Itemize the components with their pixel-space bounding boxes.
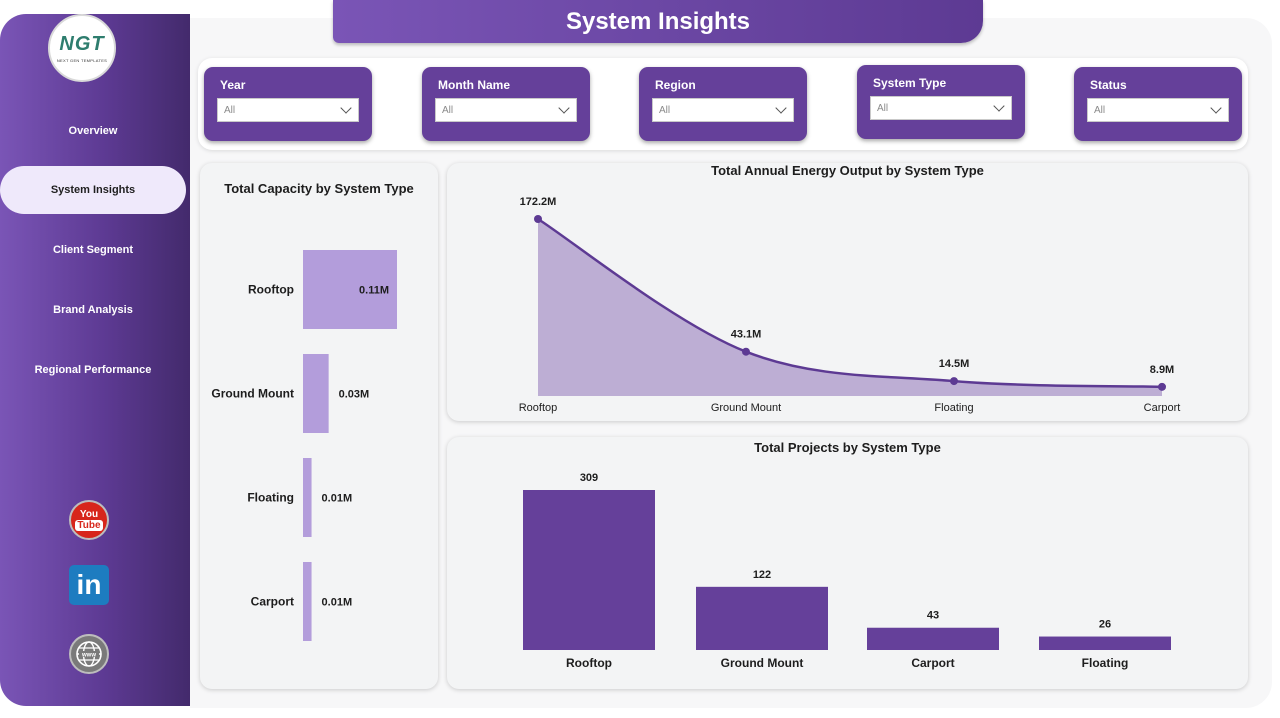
energy-value-label: 172.2M (520, 196, 557, 208)
capacity-chart: Rooftop 0.11M Ground Mount 0.03M Floating 0.0… (211, 250, 397, 641)
system-type-dropdown-value: All (877, 102, 889, 114)
capacity-bar-ground-mount (303, 354, 329, 433)
energy-category-label: Ground Mount (711, 402, 781, 414)
capacity-bar-rooftop (303, 250, 397, 329)
projects-value-label: 122 (753, 569, 771, 581)
projects-value-label: 26 (1099, 619, 1111, 631)
energy-point-floating (950, 377, 958, 386)
energy-chart-card: Total Annual Energy Output by System Typ… (447, 163, 1248, 421)
energy-point-carport (1158, 382, 1166, 391)
projects-bar-ground-mount (696, 586, 828, 650)
status-dropdown-value: All (1094, 104, 1106, 116)
year-dropdown[interactable]: All (217, 98, 359, 122)
capacity-category-label: Ground Mount (211, 387, 294, 401)
chevron-down-icon (775, 101, 787, 114)
chevron-down-icon (1210, 101, 1222, 114)
projects-bar-carport (867, 627, 999, 650)
energy-value-label: 43.1M (731, 329, 762, 341)
slicer-status-label: Status (1090, 78, 1127, 92)
slicer-system-type-label: System Type (873, 76, 947, 90)
slicer-month-name: Month Name All (422, 67, 590, 141)
youtube-icon-text-bottom: Tube (75, 520, 103, 531)
projects-category-label: Ground Mount (721, 656, 804, 670)
projects-bar-floating (1039, 636, 1171, 650)
chevron-down-icon (558, 101, 570, 114)
capacity-category-label: Carport (251, 595, 294, 609)
nav-item-system-insights[interactable]: System Insights (0, 166, 186, 214)
slicer-year: Year All (204, 67, 372, 141)
capacity-value-label: 0.11M (359, 285, 389, 297)
website-link[interactable]: www (69, 634, 109, 674)
logo-subtext: NEXT GEN TEMPLATES (56, 58, 108, 63)
energy-category-label: Rooftop (519, 402, 558, 414)
energy-point-rooftop (534, 215, 542, 223)
projects-chart-card: Total Projects by System Type 309 Rooftop… (447, 437, 1248, 689)
nav-item-brand-analysis[interactable]: Brand Analysis (53, 304, 133, 316)
capacity-category-label: Floating (247, 491, 294, 505)
region-dropdown-value: All (659, 104, 671, 116)
energy-line (537, 217, 1163, 389)
year-dropdown-value: All (224, 104, 236, 116)
projects-value-label: 43 (927, 610, 939, 622)
capacity-category-label: Rooftop (248, 283, 294, 297)
energy-chart: 172.2M Rooftop 43.1M Ground Mount 14.5M Float… (519, 196, 1181, 414)
youtube-icon-text-top: You (79, 509, 99, 520)
slicer-region: Region All (639, 67, 807, 141)
projects-value-label: 309 (580, 472, 598, 484)
linkedin-link[interactable]: in (69, 565, 109, 605)
energy-point-ground-mount (742, 347, 750, 356)
globe-icon-text: www (81, 652, 96, 658)
energy-category-label: Floating (934, 402, 973, 414)
projects-chart: 309 Rooftop 122 Ground Mount 43 Carport 26 Floa… (523, 472, 1171, 670)
energy-area (538, 219, 1162, 396)
nav-item-client-segment[interactable]: Client Segment (52, 244, 134, 256)
youtube-icon: You Tube (69, 500, 109, 540)
projects-category-label: Carport (911, 656, 954, 670)
globe-icon: www (69, 634, 109, 674)
page-title: System Insights (333, 0, 983, 43)
energy-chart-title: Total Annual Energy Output by System Typ… (711, 163, 984, 178)
capacity-chart-card: Total Capacity by System Type Rooftop 0.1… (200, 163, 438, 689)
logo-text: NGT (59, 33, 105, 55)
linkedin-icon: in (69, 565, 109, 605)
capacity-bar-carport (303, 562, 312, 641)
slicer-year-label: Year (220, 78, 246, 92)
projects-category-label: Floating (1082, 656, 1129, 670)
capacity-chart-title: Total Capacity by System Type (224, 181, 414, 196)
projects-bar-rooftop (523, 490, 655, 650)
slicer-month-name-label: Month Name (438, 78, 510, 92)
sidebar: NGT NEXT GEN TEMPLATES Overview System I… (0, 14, 190, 706)
projects-chart-title: Total Projects by System Type (754, 440, 941, 455)
energy-value-label: 14.5M (939, 358, 970, 370)
month-name-dropdown[interactable]: All (435, 98, 577, 122)
month-name-dropdown-value: All (442, 104, 454, 116)
energy-category-label: Carport (1144, 402, 1181, 414)
capacity-value-label: 0.01M (322, 597, 353, 609)
capacity-value-label: 0.03M (339, 389, 370, 401)
region-dropdown[interactable]: All (652, 98, 794, 122)
youtube-link[interactable]: You Tube (69, 500, 109, 540)
slicer-system-type: System Type All (857, 65, 1025, 139)
slicer-region-label: Region (655, 78, 696, 92)
capacity-bar-floating (303, 458, 312, 537)
chevron-down-icon (340, 101, 352, 114)
slicer-status: Status All (1074, 67, 1242, 141)
chevron-down-icon (993, 99, 1005, 112)
energy-value-label: 8.9M (1150, 364, 1174, 376)
capacity-value-label: 0.01M (322, 493, 353, 505)
logo: NGT NEXT GEN TEMPLATES (48, 14, 116, 82)
projects-category-label: Rooftop (566, 656, 612, 670)
status-dropdown[interactable]: All (1087, 98, 1229, 122)
system-type-dropdown[interactable]: All (870, 96, 1012, 120)
nav-item-overview[interactable]: Overview (68, 125, 118, 137)
nav-item-regional-performance[interactable]: Regional Performance (34, 364, 152, 376)
